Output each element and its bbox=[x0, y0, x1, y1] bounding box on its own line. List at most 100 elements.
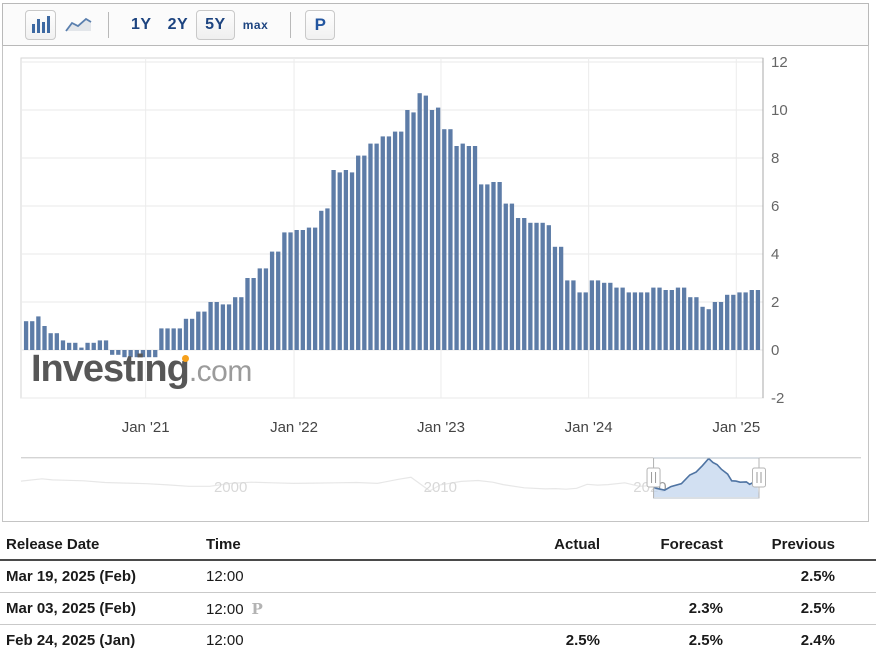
bar[interactable] bbox=[485, 184, 490, 350]
bar[interactable] bbox=[208, 302, 213, 350]
bar[interactable] bbox=[48, 333, 53, 350]
range-5y-button[interactable]: 5Y bbox=[196, 9, 235, 40]
bar[interactable] bbox=[171, 328, 176, 350]
bar[interactable] bbox=[565, 280, 570, 350]
bar[interactable] bbox=[269, 251, 275, 350]
bar[interactable] bbox=[331, 170, 336, 350]
bar[interactable] bbox=[159, 328, 164, 350]
bar[interactable] bbox=[700, 306, 705, 350]
bar[interactable] bbox=[595, 280, 601, 350]
navigator-right-handle[interactable] bbox=[752, 458, 766, 498]
bar[interactable] bbox=[245, 278, 250, 350]
bar[interactable] bbox=[497, 182, 502, 350]
bar[interactable] bbox=[23, 321, 29, 350]
bar[interactable] bbox=[343, 170, 349, 350]
bar[interactable] bbox=[122, 350, 127, 358]
bar[interactable] bbox=[657, 287, 662, 350]
bar[interactable] bbox=[386, 136, 392, 350]
bar[interactable] bbox=[214, 302, 219, 350]
bar[interactable] bbox=[509, 203, 515, 350]
cpi-bar-chart[interactable]: Jan '21 Jan '22 Jan '23 Jan '24 Jan '25 -2 0 2 4… bbox=[3, 46, 868, 521]
bar[interactable] bbox=[614, 287, 619, 350]
preliminary-toggle-button[interactable]: P bbox=[305, 9, 336, 40]
bar[interactable] bbox=[282, 232, 287, 350]
bar[interactable] bbox=[583, 292, 588, 350]
bar[interactable] bbox=[85, 342, 90, 350]
range-2y-button[interactable]: 2Y bbox=[167, 15, 189, 33]
bar[interactable] bbox=[552, 246, 558, 350]
bar[interactable] bbox=[571, 280, 576, 350]
bar[interactable] bbox=[479, 184, 484, 350]
bar[interactable] bbox=[226, 304, 232, 350]
bar[interactable] bbox=[435, 107, 441, 350]
bar[interactable] bbox=[472, 146, 478, 350]
bar[interactable] bbox=[288, 232, 293, 350]
bar[interactable] bbox=[429, 110, 435, 350]
bar[interactable] bbox=[423, 95, 428, 350]
bar[interactable] bbox=[589, 280, 595, 350]
bar[interactable] bbox=[515, 218, 521, 350]
bar[interactable] bbox=[294, 230, 299, 350]
bar[interactable] bbox=[300, 230, 305, 350]
bar[interactable] bbox=[30, 321, 35, 350]
bar[interactable] bbox=[153, 350, 158, 358]
area-chart-type-button[interactable] bbox=[63, 10, 94, 40]
bar[interactable] bbox=[669, 290, 674, 350]
bar[interactable] bbox=[411, 112, 416, 351]
bar[interactable] bbox=[97, 340, 103, 350]
bar[interactable] bbox=[651, 287, 656, 350]
bar[interactable] bbox=[392, 131, 398, 350]
bar[interactable] bbox=[540, 222, 545, 350]
bar[interactable] bbox=[183, 318, 189, 350]
bar[interactable] bbox=[417, 93, 422, 350]
bar[interactable] bbox=[749, 290, 754, 350]
bar[interactable] bbox=[91, 342, 96, 350]
bar[interactable] bbox=[466, 146, 472, 350]
bar[interactable] bbox=[712, 302, 718, 350]
bar[interactable] bbox=[220, 304, 226, 350]
table-row[interactable]: Feb 24, 2025 (Jan) 12:00 2.5% 2.5% 2.4% bbox=[0, 625, 876, 648]
bar[interactable] bbox=[356, 155, 361, 350]
table-row[interactable]: Mar 19, 2025 (Feb) 12:00 2.5% bbox=[0, 561, 876, 593]
bar[interactable] bbox=[645, 292, 650, 350]
bar[interactable] bbox=[319, 210, 324, 350]
bar[interactable] bbox=[620, 287, 625, 350]
bar[interactable] bbox=[73, 342, 78, 350]
bar[interactable] bbox=[42, 326, 47, 350]
bar[interactable] bbox=[79, 347, 84, 350]
bar[interactable] bbox=[263, 268, 269, 350]
bar[interactable] bbox=[522, 218, 527, 350]
bar[interactable] bbox=[257, 268, 262, 350]
bar[interactable] bbox=[448, 129, 453, 350]
bar[interactable] bbox=[349, 172, 355, 350]
bar[interactable] bbox=[36, 316, 41, 350]
bar[interactable] bbox=[306, 227, 312, 350]
bar[interactable] bbox=[528, 222, 533, 350]
bar[interactable] bbox=[134, 350, 139, 358]
bar[interactable] bbox=[694, 297, 699, 350]
bar[interactable] bbox=[103, 340, 109, 350]
bar[interactable] bbox=[706, 309, 711, 350]
bar-series[interactable] bbox=[23, 93, 761, 358]
bar[interactable] bbox=[731, 294, 736, 350]
navigator-left-handle[interactable] bbox=[646, 458, 661, 498]
bar[interactable] bbox=[66, 342, 72, 350]
bar[interactable] bbox=[638, 292, 644, 350]
range-max-button[interactable]: max bbox=[242, 17, 269, 32]
bar[interactable] bbox=[177, 328, 182, 350]
bar[interactable] bbox=[602, 282, 607, 350]
bar[interactable] bbox=[675, 287, 681, 350]
bar[interactable] bbox=[577, 292, 582, 350]
bar[interactable] bbox=[325, 208, 330, 350]
bar[interactable] bbox=[374, 143, 379, 350]
bar[interactable] bbox=[239, 297, 244, 350]
bar[interactable] bbox=[534, 222, 539, 350]
range-1y-button[interactable]: 1Y bbox=[131, 15, 152, 33]
bar[interactable] bbox=[663, 290, 668, 350]
bar[interactable] bbox=[442, 129, 447, 350]
bar[interactable] bbox=[454, 146, 459, 350]
bar[interactable] bbox=[405, 110, 410, 350]
bar[interactable] bbox=[54, 333, 59, 350]
bar[interactable] bbox=[718, 302, 724, 350]
bar[interactable] bbox=[312, 227, 318, 350]
